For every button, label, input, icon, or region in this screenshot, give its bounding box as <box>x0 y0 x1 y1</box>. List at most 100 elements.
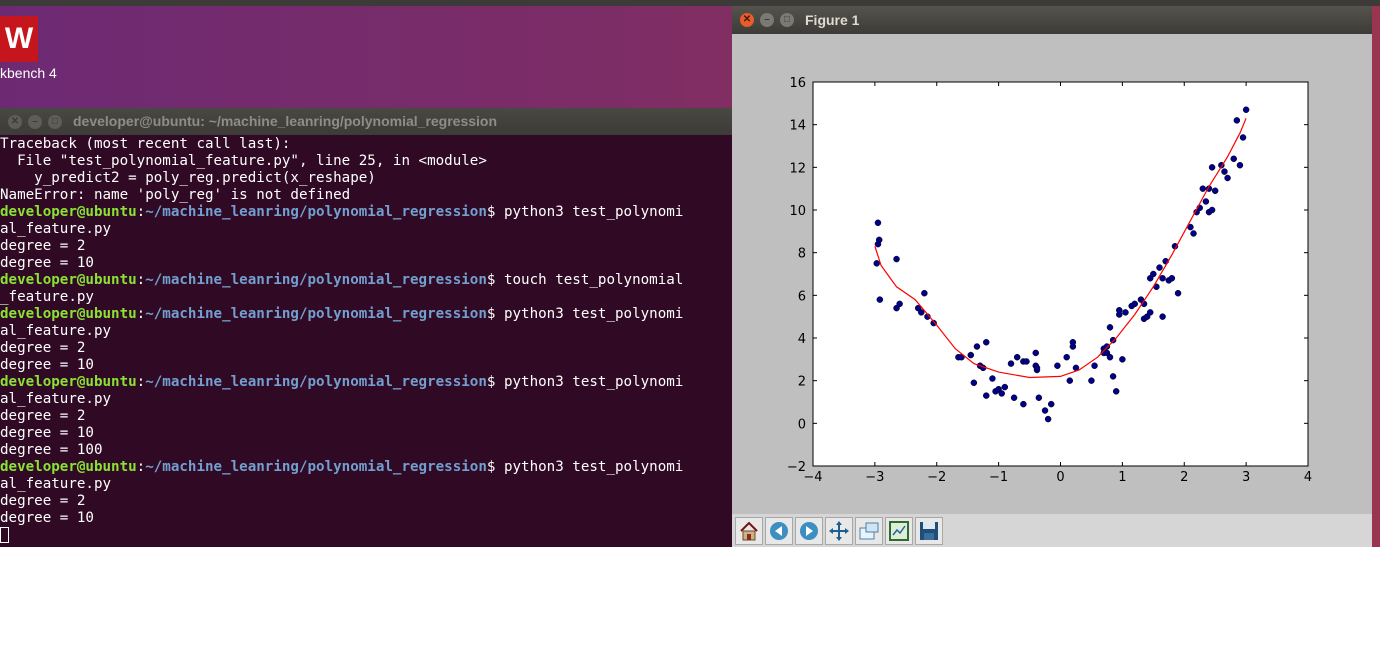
home-button[interactable] <box>735 517 763 545</box>
terminal-line: File "test_polynomial_feature.py", line … <box>0 153 487 169</box>
data-point <box>1159 313 1166 320</box>
data-point <box>1106 353 1114 361</box>
terminal-line: degree = 100 <box>0 442 103 458</box>
data-point <box>1109 373 1117 380</box>
terminal-line: al_feature.py <box>0 391 112 407</box>
data-point <box>1199 185 1207 192</box>
prompt-path: ~/machine_leanring/polynomial_regression <box>145 306 487 322</box>
command-text: $ touch test_polynomial <box>486 272 684 288</box>
minimize-icon[interactable]: – <box>760 13 774 27</box>
y-tick-label: 0 <box>798 417 806 432</box>
plot-canvas[interactable]: −4 −3 −2 −1 0 1 2 3 4 −2 0 2 4 6 8 10 12 14 16 <box>732 34 1372 514</box>
data-point <box>1150 270 1157 278</box>
data-point <box>1054 362 1061 369</box>
data-point <box>875 236 883 244</box>
data-point <box>930 319 937 327</box>
terminal-titlebar[interactable]: ✕ – □ developer@ubuntu: ~/machine_leanri… <box>0 108 732 135</box>
command-text: $ python3 test_polynomi <box>486 306 684 322</box>
data-point <box>970 379 978 387</box>
back-button[interactable] <box>765 517 793 545</box>
data-point <box>1047 400 1055 408</box>
x-tick-label: 1 <box>1118 470 1126 485</box>
terminal-line: developer@ubuntu:~/machine_leanring/poly… <box>0 306 732 323</box>
data-point <box>973 343 981 350</box>
data-point <box>896 300 903 308</box>
data-point <box>1103 343 1111 350</box>
workbench-app-icon[interactable]: W <box>0 16 38 62</box>
data-point <box>1242 106 1250 113</box>
subplots-button[interactable] <box>885 517 913 545</box>
x-tick-label: 3 <box>1242 470 1250 485</box>
figure-title: Figure 1 <box>805 12 860 28</box>
data-point <box>1007 360 1015 367</box>
figure-window[interactable]: ✕ – □ Figure 1 −4 −3 −2 −1 0 1 2 3 4 −2 0 2 4 6 8 10 12 1… <box>732 6 1372 547</box>
prompt-path: ~/machine_leanring/polynomial_regression <box>145 272 487 288</box>
zoom-button[interactable] <box>855 517 883 545</box>
forward-icon <box>800 522 818 540</box>
close-icon[interactable]: ✕ <box>740 13 754 27</box>
y-tick-label: 16 <box>789 76 806 91</box>
forward-button[interactable] <box>795 517 823 545</box>
terminal-line: degree = 2 <box>0 238 86 254</box>
data-point <box>998 390 1005 397</box>
data-point <box>1239 134 1247 141</box>
data-point <box>921 289 928 297</box>
data-point <box>1190 230 1197 237</box>
terminal-line: degree = 10 <box>0 425 94 441</box>
prompt-user: developer@ubuntu <box>0 459 137 475</box>
y-tick-label: 10 <box>789 204 806 219</box>
data-point <box>1035 394 1043 401</box>
terminal-line: developer@ubuntu:~/machine_leanring/poly… <box>0 374 732 391</box>
data-point <box>1112 388 1120 395</box>
y-tick-label: 12 <box>789 161 806 176</box>
terminal-cursor-line <box>0 527 732 544</box>
prompt-colon: : <box>136 306 146 322</box>
data-point <box>1119 356 1126 363</box>
close-icon[interactable]: ✕ <box>8 115 22 129</box>
data-point <box>893 255 900 263</box>
terminal-line: developer@ubuntu:~/machine_leanring/poly… <box>0 272 732 289</box>
data-point <box>1174 289 1182 297</box>
terminal-output[interactable]: Traceback (most recent call last): File … <box>0 136 732 547</box>
data-point <box>1159 275 1166 282</box>
terminal-window[interactable]: ✕ – □ developer@ubuntu: ~/machine_leanri… <box>0 108 732 547</box>
data-point <box>1202 198 1210 205</box>
desktop-shortcut-label[interactable]: kbench 4 <box>0 65 57 81</box>
data-point <box>1156 264 1163 271</box>
terminal-line: y_predict2 = poly_reg.predict(x_reshape) <box>0 170 376 186</box>
data-point <box>1116 307 1123 314</box>
subplots-icon <box>889 521 909 541</box>
data-point <box>1010 394 1018 401</box>
data-point <box>1224 174 1231 182</box>
fit-line <box>874 118 1247 379</box>
terminal-line: NameError: name 'poly_reg' is not define… <box>0 187 351 203</box>
data-point <box>1088 377 1095 384</box>
home-icon <box>740 521 758 541</box>
terminal-line: al_feature.py <box>0 323 112 339</box>
save-icon <box>920 522 938 540</box>
terminal-line: developer@ubuntu:~/machine_leanring/poly… <box>0 459 732 476</box>
prompt-colon: : <box>136 272 146 288</box>
figure-titlebar[interactable]: ✕ – □ Figure 1 <box>732 6 1372 34</box>
data-point <box>1106 324 1114 331</box>
data-point <box>1013 353 1021 361</box>
x-tick-label: −4 <box>803 470 822 485</box>
minimize-icon[interactable]: – <box>28 115 42 129</box>
data-point <box>1069 339 1077 346</box>
pan-button[interactable] <box>825 517 853 545</box>
y-tick-label: 8 <box>798 247 806 262</box>
save-button[interactable] <box>915 517 943 545</box>
data-point <box>1131 300 1138 308</box>
top-panel <box>0 0 1380 6</box>
terminal-line: degree = 2 <box>0 408 86 424</box>
maximize-icon[interactable]: □ <box>48 115 62 129</box>
terminal-line: Traceback (most recent call last): <box>0 136 291 152</box>
x-tick-label: 4 <box>1304 470 1312 485</box>
data-point <box>1044 415 1052 423</box>
desktop-shortcut[interactable]: W kbench 4 <box>0 16 90 86</box>
data-point <box>967 351 975 359</box>
maximize-icon[interactable]: □ <box>780 13 794 27</box>
prompt-path: ~/machine_leanring/polynomial_regression <box>145 204 487 220</box>
data-point <box>1033 364 1041 372</box>
